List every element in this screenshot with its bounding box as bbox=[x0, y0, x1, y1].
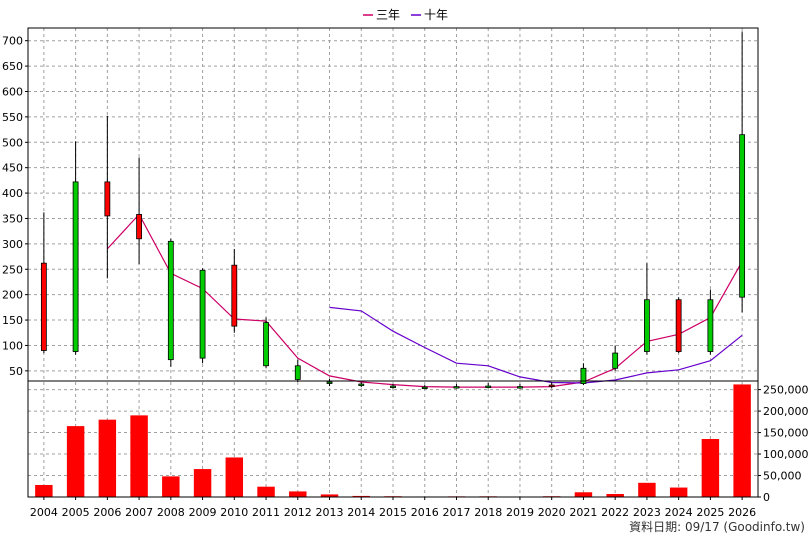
candle-body bbox=[580, 367, 587, 384]
price-tick-label: 50 bbox=[9, 365, 23, 378]
candle-body bbox=[675, 299, 682, 352]
candle-body bbox=[104, 181, 111, 217]
price-tick-label: 400 bbox=[2, 187, 23, 200]
x-tick-label: 2005 bbox=[62, 506, 90, 519]
candle-body bbox=[390, 385, 396, 388]
volume-bar bbox=[225, 457, 244, 497]
x-tick-label: 2004 bbox=[30, 506, 58, 519]
x-tick-label: 2006 bbox=[93, 506, 121, 519]
candle-body bbox=[326, 381, 333, 384]
price-tick-label: 650 bbox=[2, 60, 23, 73]
volume-tick-label: 100,000 bbox=[763, 448, 808, 461]
candle-body bbox=[739, 134, 746, 298]
x-tick-label: 2010 bbox=[220, 506, 248, 519]
x-tick-label: 2025 bbox=[696, 506, 724, 519]
volume-y-axis: 250,000 200,000 150,000 100,000 50,000 0 bbox=[758, 384, 808, 504]
volume-bar bbox=[574, 492, 593, 497]
candle-body bbox=[485, 385, 492, 388]
x-tick-label: 2022 bbox=[601, 506, 629, 519]
price-tick-label: 250 bbox=[2, 263, 23, 276]
price-tick-label: 600 bbox=[2, 85, 23, 98]
volume-bar bbox=[701, 439, 720, 497]
candle-body bbox=[517, 386, 523, 389]
volume-bar bbox=[638, 482, 656, 497]
candle-body bbox=[199, 269, 206, 359]
candle-body bbox=[358, 383, 365, 386]
price-grid bbox=[28, 28, 758, 497]
x-tick-label: 2023 bbox=[633, 506, 661, 519]
source-footer: 資料日期: 09/17 (Goodinfo.tw) bbox=[629, 520, 805, 534]
x-tick-label: 2013 bbox=[316, 506, 344, 519]
price-tick-label: 550 bbox=[2, 111, 23, 124]
candle-body bbox=[167, 240, 174, 361]
volume-bar bbox=[130, 415, 148, 497]
x-tick-label: 2015 bbox=[379, 506, 407, 519]
candlesticks bbox=[40, 31, 746, 390]
volume-bars bbox=[35, 384, 751, 497]
volume-bar bbox=[35, 484, 53, 497]
volume-plot-frame bbox=[27, 380, 759, 498]
volume-bar bbox=[669, 487, 688, 497]
legend-label-3y: 三年 bbox=[376, 8, 400, 22]
x-tick-label: 2012 bbox=[284, 506, 312, 519]
volume-bar bbox=[98, 419, 117, 497]
x-tick-label: 2016 bbox=[411, 506, 439, 519]
x-tick-label: 2020 bbox=[538, 506, 566, 519]
volume-grid bbox=[28, 389, 758, 477]
candle-body bbox=[263, 322, 269, 367]
x-tick-label: 2019 bbox=[506, 506, 534, 519]
price-tick-label: 450 bbox=[2, 162, 23, 175]
x-tick-label: 2008 bbox=[157, 506, 185, 519]
x-tick-label: 2007 bbox=[125, 506, 153, 519]
volume-bar bbox=[320, 494, 339, 497]
x-tick-label: 2018 bbox=[474, 506, 502, 519]
candle-body bbox=[612, 352, 619, 369]
volume-tick-label: 0 bbox=[763, 491, 770, 504]
price-tick-label: 150 bbox=[2, 314, 23, 327]
price-tick-label: 100 bbox=[2, 339, 23, 352]
x-tick-label: 2009 bbox=[189, 506, 217, 519]
x-tick-label: 2021 bbox=[569, 506, 597, 519]
candle-body bbox=[72, 181, 79, 352]
volume-bar bbox=[606, 493, 624, 497]
price-tick-label: 500 bbox=[2, 136, 23, 149]
candle-body bbox=[453, 386, 460, 389]
legend-label-10y: 十年 bbox=[424, 8, 448, 22]
x-tick-label: 2014 bbox=[347, 506, 375, 519]
volume-tick-label: 200,000 bbox=[763, 405, 808, 418]
x-tick-label: 2011 bbox=[252, 506, 280, 519]
volume-bar bbox=[733, 384, 751, 497]
volume-bar bbox=[289, 491, 307, 497]
candle-body bbox=[40, 262, 47, 351]
volume-bar bbox=[162, 476, 180, 497]
candle-body bbox=[294, 365, 301, 380]
candle-body bbox=[231, 264, 238, 327]
volume-bar bbox=[352, 495, 370, 497]
candle-body bbox=[644, 299, 650, 352]
price-y-axis: 700 650 600 550 500 450 400 350 300 250 200 150 100 5… bbox=[2, 35, 28, 378]
candle-body bbox=[421, 386, 428, 389]
x-tick-label: 2026 bbox=[728, 506, 756, 519]
volume-tick-label: 250,000 bbox=[763, 384, 808, 397]
volume-bar bbox=[257, 486, 275, 497]
price-tick-label: 700 bbox=[2, 35, 23, 48]
candle-body bbox=[548, 384, 555, 387]
price-tick-label: 300 bbox=[2, 238, 23, 251]
candle-body bbox=[136, 214, 142, 240]
price-tick-label: 350 bbox=[2, 212, 23, 225]
x-tick-label: 2024 bbox=[665, 506, 693, 519]
x-tick-label: 2017 bbox=[442, 506, 470, 519]
x-axis: 2004 2005 2006 2007 2008 2009 2010 2011 2012 2013… bbox=[30, 497, 756, 519]
candle-body bbox=[707, 299, 714, 352]
chart-legend: 三年 十年 bbox=[363, 8, 448, 22]
volume-bar bbox=[193, 469, 212, 497]
volume-tick-label: 50,000 bbox=[763, 470, 802, 483]
ma-line bbox=[329, 306, 743, 384]
volume-tick-label: 150,000 bbox=[763, 427, 808, 440]
price-tick-label: 200 bbox=[2, 289, 23, 302]
volume-bar bbox=[66, 426, 85, 497]
